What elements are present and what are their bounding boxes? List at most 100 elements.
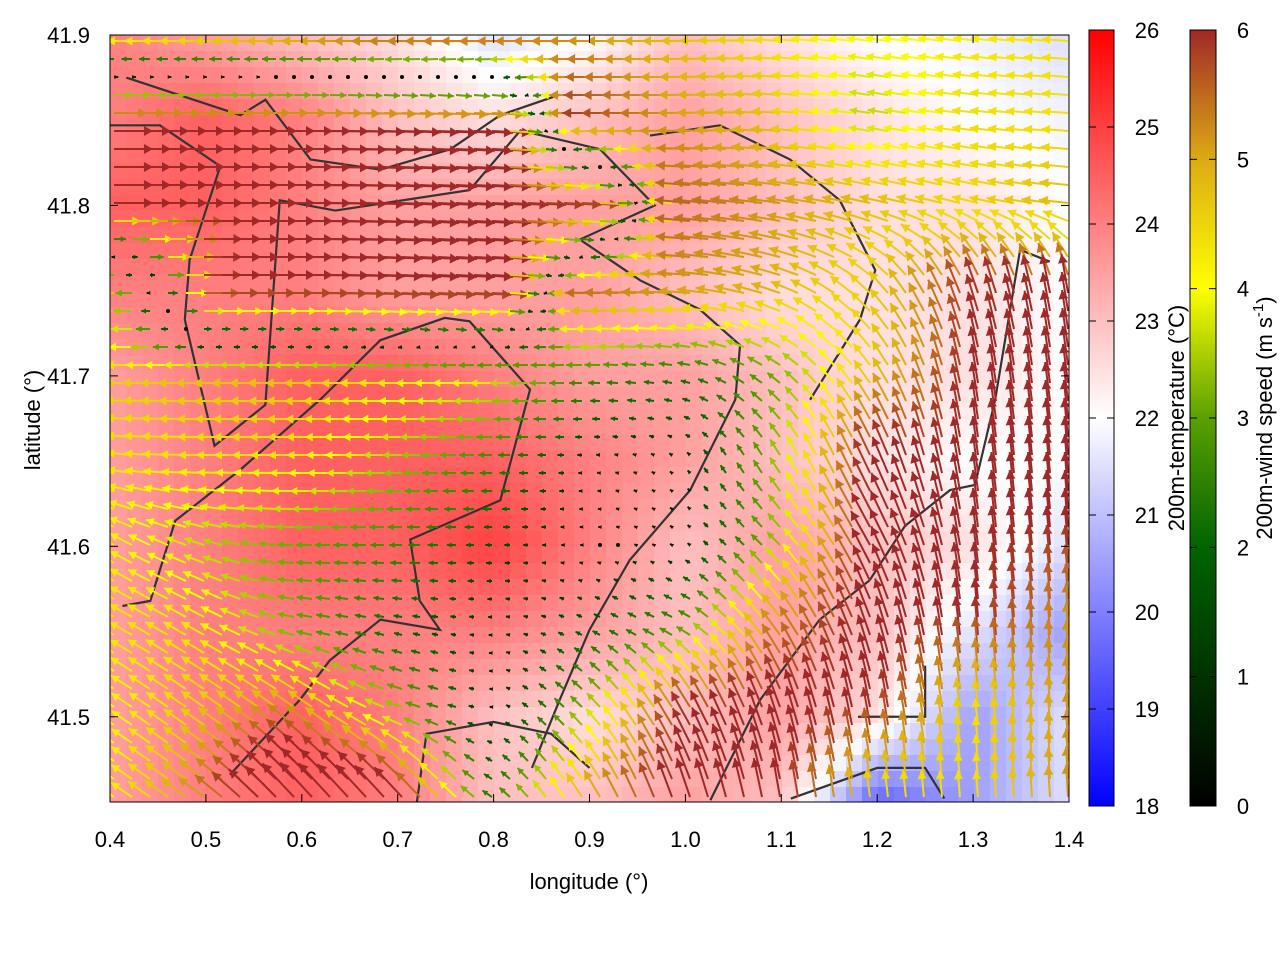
- heatmap-cell: [542, 451, 559, 468]
- wind-arrow-dot: [490, 75, 494, 79]
- wind-arrow: [436, 75, 440, 79]
- heatmap-cell: [414, 83, 431, 100]
- wind-arrow-dot: [274, 75, 278, 79]
- wind-arrow: [292, 75, 296, 79]
- heatmap-cell: [494, 547, 511, 564]
- heatmap-cell: [590, 419, 607, 436]
- heatmap-cell: [942, 787, 959, 804]
- heatmap-cell: [478, 371, 495, 388]
- heatmap-cell: [606, 115, 623, 132]
- heatmap-cell: [622, 227, 639, 244]
- heatmap-cell: [558, 259, 575, 276]
- heatmap-cell: [590, 403, 607, 420]
- heatmap-cell: [478, 515, 495, 532]
- heatmap-cell: [750, 451, 767, 468]
- heatmap-cell: [494, 755, 511, 772]
- heatmap-cell: [606, 515, 623, 532]
- heatmap-cell: [302, 467, 319, 484]
- heatmap-cell: [638, 419, 655, 436]
- heatmap-cell: [654, 467, 671, 484]
- heatmap-cell: [222, 67, 239, 84]
- heatmap-cell: [654, 83, 671, 100]
- heatmap-cell: [462, 659, 479, 676]
- heatmap-cell: [590, 675, 607, 692]
- heatmap-cell: [318, 307, 335, 324]
- heatmap-cell: [1038, 787, 1055, 804]
- heatmap-cell: [462, 547, 479, 564]
- heatmap-cell: [670, 371, 687, 388]
- heatmap-cell: [1022, 787, 1039, 804]
- heatmap-cell: [462, 403, 479, 420]
- heatmap-cell: [110, 179, 127, 196]
- wind-arrow: [454, 75, 458, 79]
- heatmap-cell: [526, 595, 543, 612]
- heatmap-cell: [494, 259, 511, 276]
- heatmap-cell: [510, 547, 527, 564]
- heatmap-cell: [254, 323, 271, 340]
- heatmap-cell: [414, 659, 431, 676]
- heatmap-cell: [270, 563, 287, 580]
- heatmap-cell: [638, 403, 655, 420]
- heatmap-cell: [462, 643, 479, 660]
- heatmap-cell: [670, 419, 687, 436]
- heatmap-cell: [654, 579, 671, 596]
- heatmap-cell: [318, 323, 335, 340]
- heatmap-cell: [510, 563, 527, 580]
- heatmap-cell: [542, 163, 559, 180]
- heatmap-cell: [126, 275, 143, 292]
- heatmap-cell: [670, 451, 687, 468]
- heatmap-cell: [462, 563, 479, 580]
- heatmap-cell: [318, 403, 335, 420]
- heatmap-cell: [334, 467, 351, 484]
- heatmap-cell: [398, 419, 415, 436]
- heatmap-cell: [350, 611, 367, 628]
- heatmap-cell: [542, 307, 559, 324]
- heatmap-cell: [846, 787, 863, 804]
- heatmap-cell: [334, 563, 351, 580]
- heatmap-cell: [638, 499, 655, 516]
- heatmap-cell: [110, 131, 127, 148]
- heatmap-cell: [574, 451, 591, 468]
- heatmap-cell: [478, 611, 495, 628]
- heatmap-cell: [206, 83, 223, 100]
- heatmap-cell: [414, 371, 431, 388]
- heatmap-cell: [1054, 35, 1071, 52]
- heatmap-cell: [382, 339, 399, 356]
- heatmap-cell: [318, 515, 335, 532]
- heatmap-cell: [158, 67, 175, 84]
- heatmap-cell: [638, 787, 655, 804]
- heatmap-cell: [302, 67, 319, 84]
- heatmap-cell: [382, 515, 399, 532]
- heatmap-cell: [398, 403, 415, 420]
- wind-arrow-head: [97, 271, 103, 278]
- heatmap-cell: [222, 307, 239, 324]
- heatmap-cell: [654, 371, 671, 388]
- heatmap-cell: [430, 563, 447, 580]
- heatmap-cell: [606, 483, 623, 500]
- heatmap-cell: [654, 563, 671, 580]
- heatmap-cell: [350, 419, 367, 436]
- heatmap-cell: [766, 467, 783, 484]
- heatmap-cell: [894, 787, 911, 804]
- heatmap-cell: [622, 515, 639, 532]
- heatmap-cell: [366, 323, 383, 340]
- heatmap-cell: [366, 419, 383, 436]
- heatmap-cell: [510, 67, 527, 84]
- heatmap-cell: [686, 35, 703, 52]
- heatmap-cell: [286, 499, 303, 516]
- heatmap-cell: [494, 707, 511, 724]
- heatmap-cell: [766, 483, 783, 500]
- heatmap-cell: [670, 387, 687, 404]
- heatmap-cell: [702, 131, 719, 148]
- heatmap-cell: [478, 451, 495, 468]
- heatmap-cell: [606, 323, 623, 340]
- heatmap-cell: [398, 659, 415, 676]
- heatmap-cell: [318, 83, 335, 100]
- heatmap-cell: [590, 451, 607, 468]
- heatmap-cell: [302, 611, 319, 628]
- heatmap-cell: [494, 595, 511, 612]
- heatmap-cell: [510, 515, 527, 532]
- heatmap-cell: [414, 355, 431, 372]
- heatmap-cell: [798, 275, 815, 292]
- heatmap-cell: [510, 371, 527, 388]
